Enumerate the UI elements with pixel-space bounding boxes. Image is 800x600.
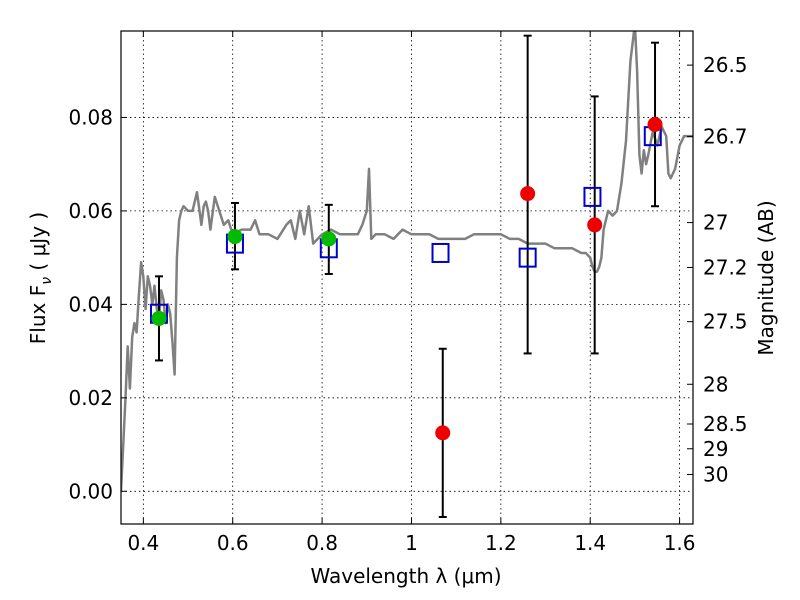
model-flux-square-marker (431, 242, 450, 263)
observed-flux-circle-marker (520, 186, 536, 202)
y-tick-label: 0.06 (68, 199, 113, 223)
x-axis-title: Wavelength λ (μm) (310, 564, 501, 588)
observed-flux-circle-marker (587, 217, 603, 233)
observed-flux-circle-marker (647, 116, 663, 132)
observed-flux-circle-marker (435, 425, 451, 441)
y-tick-label: 0.02 (68, 386, 113, 410)
y2-tick-label: 26.5 (703, 53, 748, 77)
model-spectrum-line (121, 31, 693, 492)
y2-tick-label: 27.2 (703, 255, 748, 279)
y2-tick-label: 28 (703, 372, 728, 396)
x-tick-label: 0.6 (217, 531, 249, 555)
y2-tick-label: 28.5 (703, 412, 748, 436)
y2-tick-label: 26.7 (703, 125, 748, 149)
observed-flux-circle-marker (321, 231, 337, 247)
x-tick-label: 1.6 (664, 531, 696, 555)
plot-area (121, 31, 693, 518)
axis-ticks: 0.4 0.6 0.8 1 1.2 1.4 1.6 0.00 0.02 0.04 0.06 0.08 2… (68, 31, 748, 555)
y2-tick-label: 27 (703, 211, 728, 235)
observed-flux-circle-marker (151, 310, 167, 326)
x-tick-label: 0.4 (127, 531, 159, 555)
x-tick-label: 1.4 (574, 531, 606, 555)
y-tick-label: 0.00 (68, 479, 113, 503)
y2-tick-label: 27.5 (703, 310, 748, 334)
observed-flux-circle-marker (227, 229, 243, 245)
grid-lines (121, 31, 693, 524)
plot-frame (120, 30, 694, 525)
y2-axis-title: Magnitude (AB) (754, 200, 778, 355)
y-axis-title-subscript: ν (39, 277, 55, 285)
x-tick-label: 0.8 (306, 531, 338, 555)
y-axis-title: Flux Fν ( μJy ) (26, 212, 55, 344)
model-flux-square-marker (518, 247, 537, 268)
y-axis-title-main: Flux F (26, 285, 50, 344)
y-tick-label: 0.04 (68, 292, 113, 316)
y-tick-label: 0.08 (68, 105, 113, 129)
x-tick-label: 1 (405, 531, 418, 555)
y2-tick-label: 30 (703, 462, 728, 486)
x-tick-label: 1.2 (485, 531, 517, 555)
y2-tick-label: 29 (703, 437, 728, 461)
model-flux-square-marker (583, 186, 602, 207)
y-axis-title-units: ( μJy ) (26, 212, 50, 277)
